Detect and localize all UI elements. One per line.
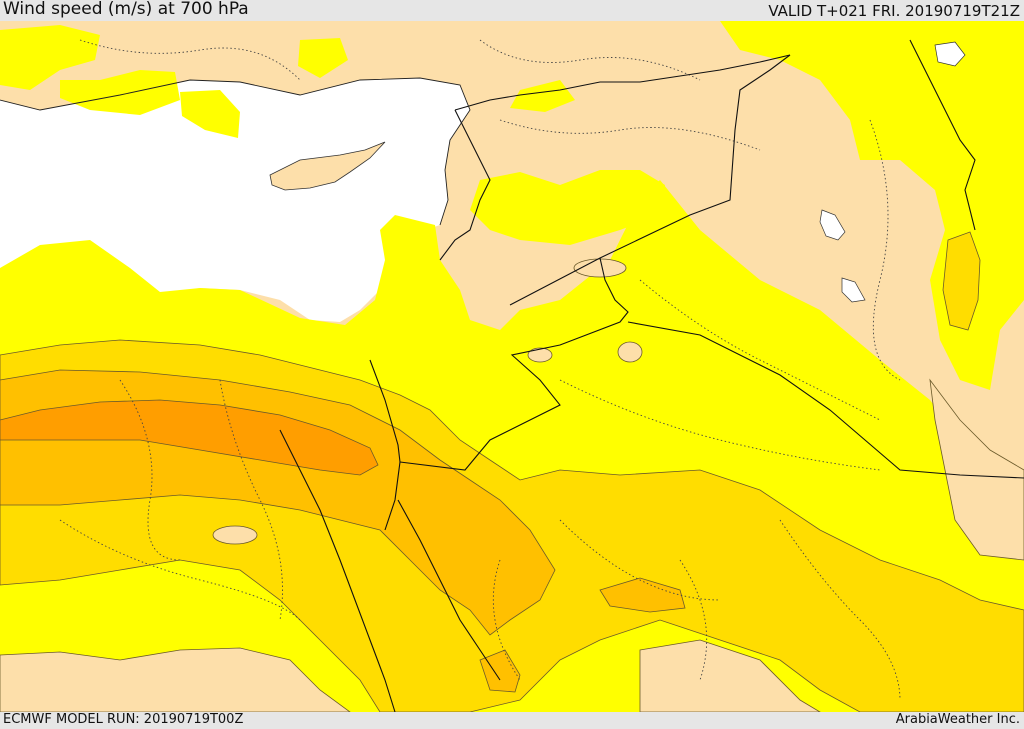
wind-band-yellow-syria xyxy=(470,170,665,245)
wind-band-yellow-island1 xyxy=(298,38,348,78)
national-borders xyxy=(279,39,1024,712)
wind-band-yellow-crete xyxy=(60,70,180,115)
coastline xyxy=(0,77,471,226)
calm-land-arabia-southeast xyxy=(639,639,821,712)
lake-3 xyxy=(934,41,966,67)
calm-patch-desert1 xyxy=(212,525,258,545)
wind-band-yellow-island3 xyxy=(510,80,575,112)
wind-band-amber-east xyxy=(599,577,686,613)
wind-band-yellow-aegean xyxy=(0,25,100,90)
wind-band-yellow-island2 xyxy=(180,90,240,138)
credit: ArabiaWeather Inc. xyxy=(895,712,1020,727)
calm-land-arabia-east xyxy=(929,378,1024,561)
calm-patch-desert2 xyxy=(617,341,643,363)
map-title: Wind speed (m/s) at 700 hPa xyxy=(3,0,249,19)
footer-bar: ECMWF MODEL RUN: 20190719T00Z ArabiaWeat… xyxy=(0,712,1024,729)
cyprus xyxy=(269,141,386,191)
wind-speed-map xyxy=(0,21,1024,712)
wind-band-orange-core xyxy=(0,399,379,476)
calm-patch-desert3 xyxy=(527,347,553,363)
model-run: ECMWF MODEL RUN: 20190719T00Z xyxy=(3,712,244,727)
header-bar: Wind speed (m/s) at 700 hPa VALID T+021 … xyxy=(0,0,1024,21)
admin-borders-dotted xyxy=(59,39,901,701)
lake-2 xyxy=(841,277,866,303)
wind-band-gold-northeast xyxy=(942,231,981,331)
valid-time: VALID T+021 FRI. 20190719T21Z xyxy=(768,2,1020,20)
calm-land-north-africa-south xyxy=(0,647,351,712)
wind-band-amber-south xyxy=(479,649,521,693)
map-panel xyxy=(0,21,1024,712)
lake-1 xyxy=(819,209,846,241)
